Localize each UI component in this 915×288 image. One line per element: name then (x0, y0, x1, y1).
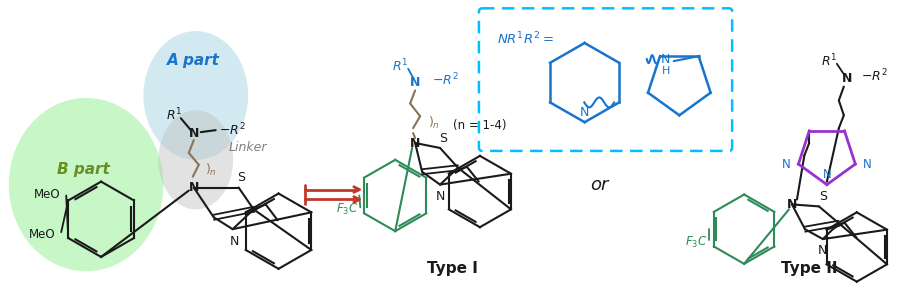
Text: H: H (662, 66, 670, 76)
Text: N: N (842, 72, 852, 85)
Text: N: N (782, 158, 791, 170)
Text: S: S (819, 190, 827, 203)
Text: N: N (230, 234, 240, 248)
Text: Type I: Type I (426, 261, 478, 276)
Text: MeO: MeO (34, 188, 61, 201)
Text: $-R^2$: $-R^2$ (219, 122, 245, 139)
Text: B part: B part (57, 162, 110, 177)
Text: $F_3C$: $F_3C$ (337, 202, 359, 217)
Text: N: N (863, 158, 872, 170)
Text: N: N (410, 76, 420, 89)
Text: $)_n$: $)_n$ (205, 162, 217, 178)
FancyBboxPatch shape (479, 8, 732, 151)
Text: $R^1$: $R^1$ (392, 58, 408, 74)
Text: $F_3C$: $F_3C$ (685, 234, 708, 250)
Text: $)_n$: $)_n$ (428, 115, 440, 131)
Text: Type II: Type II (780, 261, 837, 276)
Text: S: S (439, 132, 447, 145)
Text: N: N (661, 53, 671, 66)
Text: $-R^2$: $-R^2$ (432, 71, 458, 88)
Text: or: or (590, 176, 608, 194)
Text: N: N (580, 106, 589, 119)
Text: N: N (823, 168, 831, 181)
Ellipse shape (9, 98, 164, 271)
Text: N: N (410, 137, 420, 149)
Ellipse shape (158, 110, 233, 209)
Text: N: N (188, 127, 199, 140)
Text: (n = 1-4): (n = 1-4) (453, 119, 507, 132)
Text: N: N (818, 245, 827, 257)
Text: N: N (188, 181, 199, 194)
Text: S: S (237, 171, 244, 184)
Ellipse shape (144, 31, 248, 160)
Text: N: N (436, 190, 445, 203)
Text: $-R^2$: $-R^2$ (861, 67, 888, 84)
Text: $NR^1R^2=$: $NR^1R^2=$ (497, 31, 554, 47)
Text: $R^1$: $R^1$ (821, 52, 837, 69)
Text: $R^1$: $R^1$ (166, 107, 182, 124)
Text: MeO: MeO (29, 228, 56, 240)
Text: N: N (787, 198, 797, 211)
Text: A part: A part (167, 53, 221, 68)
Text: Linker: Linker (229, 141, 267, 154)
